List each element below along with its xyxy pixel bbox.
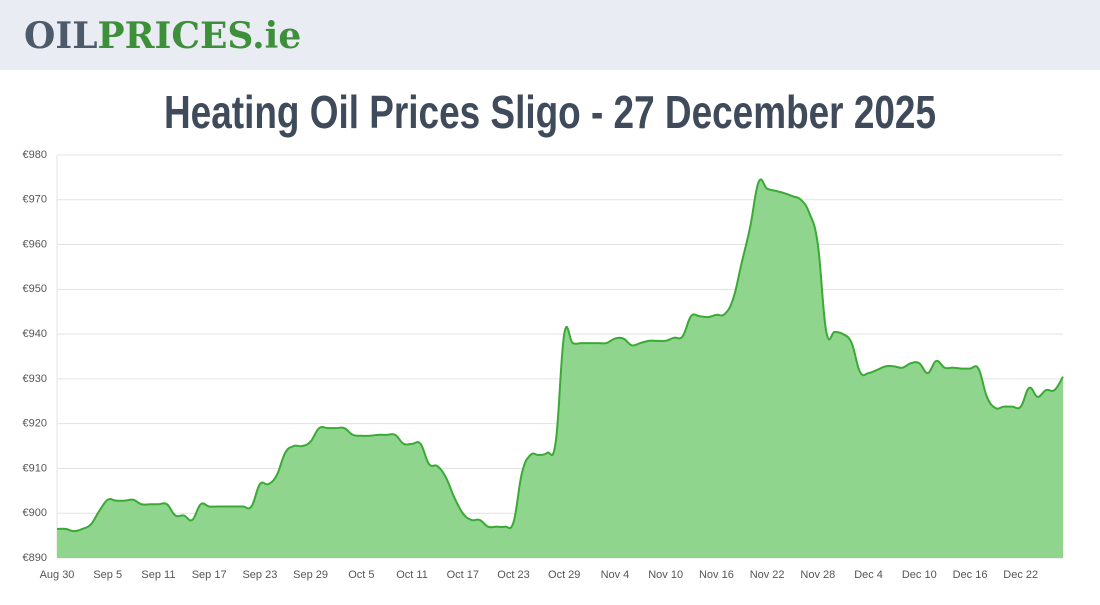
x-tick-label: Dec 4 <box>854 569 883 581</box>
logo-green: PRICES.ie <box>98 15 302 57</box>
x-tick-label: Oct 17 <box>447 569 479 581</box>
x-tick-label: Nov 28 <box>800 569 835 581</box>
x-tick-label: Nov 22 <box>750 569 785 581</box>
area-fill <box>57 179 1063 558</box>
y-tick-label: €950 <box>23 283 47 295</box>
y-tick-label: €980 <box>23 149 47 161</box>
x-tick-label: Sep 5 <box>93 569 122 581</box>
x-tick-label: Oct 29 <box>548 569 580 581</box>
y-tick-label: €900 <box>23 507 47 519</box>
y-tick-label: €890 <box>23 552 47 564</box>
x-tick-label: Dec 16 <box>953 569 988 581</box>
header-bar <box>0 0 1100 70</box>
y-tick-label: €970 <box>23 194 47 206</box>
x-tick-label: Sep 23 <box>242 569 277 581</box>
x-tick-label: Aug 30 <box>40 569 75 581</box>
x-tick-label: Oct 11 <box>396 569 428 581</box>
x-tick-label: Dec 22 <box>1003 569 1038 581</box>
x-tick-label: Nov 4 <box>601 569 630 581</box>
logo-dark: OIL <box>24 15 98 57</box>
y-tick-label: €910 <box>23 462 47 474</box>
y-tick-label: €920 <box>23 418 47 430</box>
x-tick-label: Sep 17 <box>192 569 227 581</box>
y-tick-label: €940 <box>23 328 47 340</box>
chart-title: Heating Oil Prices Sligo - 27 December 2… <box>164 86 936 138</box>
price-line <box>56 178 1064 533</box>
x-tick-label: Oct 23 <box>497 569 529 581</box>
x-tick-label: Dec 10 <box>902 569 937 581</box>
x-tick-label: Oct 5 <box>348 569 374 581</box>
logo[interactable]: OILPRICES.ie <box>24 15 301 57</box>
x-tick-label: Nov 10 <box>648 569 683 581</box>
x-tick-label: Sep 29 <box>293 569 328 581</box>
y-tick-label: €960 <box>23 238 47 250</box>
x-tick-label: Sep 11 <box>141 569 175 581</box>
x-tick-label: Nov 16 <box>699 569 734 581</box>
y-tick-label: €930 <box>23 373 47 385</box>
